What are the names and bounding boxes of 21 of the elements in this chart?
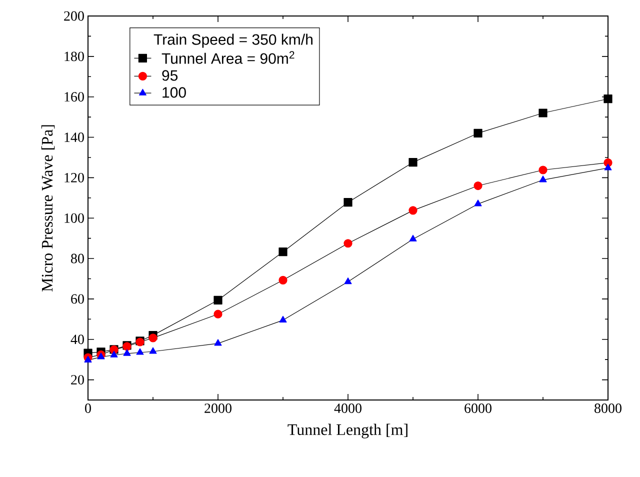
y-tick-label: 20 — [71, 375, 84, 385]
y-tick-label: 200 — [64, 11, 84, 21]
legend-label: 95 — [162, 70, 178, 81]
y-tick-label: 160 — [64, 92, 84, 102]
x-tick-label: 8000 — [594, 404, 622, 413]
y-tick-label: 140 — [64, 132, 84, 142]
x-tick-label: 0 — [85, 404, 91, 413]
y-tick-label: 80 — [71, 254, 84, 264]
legend-label: Tunnel Area = 90m$^{2}$ — [162, 51, 294, 64]
x-tick-label: 2000 — [204, 404, 232, 413]
x-tick-label: 6000 — [464, 404, 492, 413]
y-tick-label: 120 — [64, 172, 84, 182]
legend-title: Train Speed = 350 km/h — [154, 34, 312, 48]
x-axis-title: Tunnel Length [m] — [288, 424, 408, 438]
legend-label: 100 — [162, 87, 186, 98]
y-axis-title: Micro Pressure Wave [Pa] — [41, 125, 55, 292]
y-tick-label: 180 — [64, 52, 84, 62]
y-tick-label: 40 — [70, 334, 84, 344]
y-tick-label: 60 — [71, 294, 84, 304]
y-tick-label: 100 — [64, 213, 84, 223]
x-tick-label: 4000 — [334, 404, 362, 413]
